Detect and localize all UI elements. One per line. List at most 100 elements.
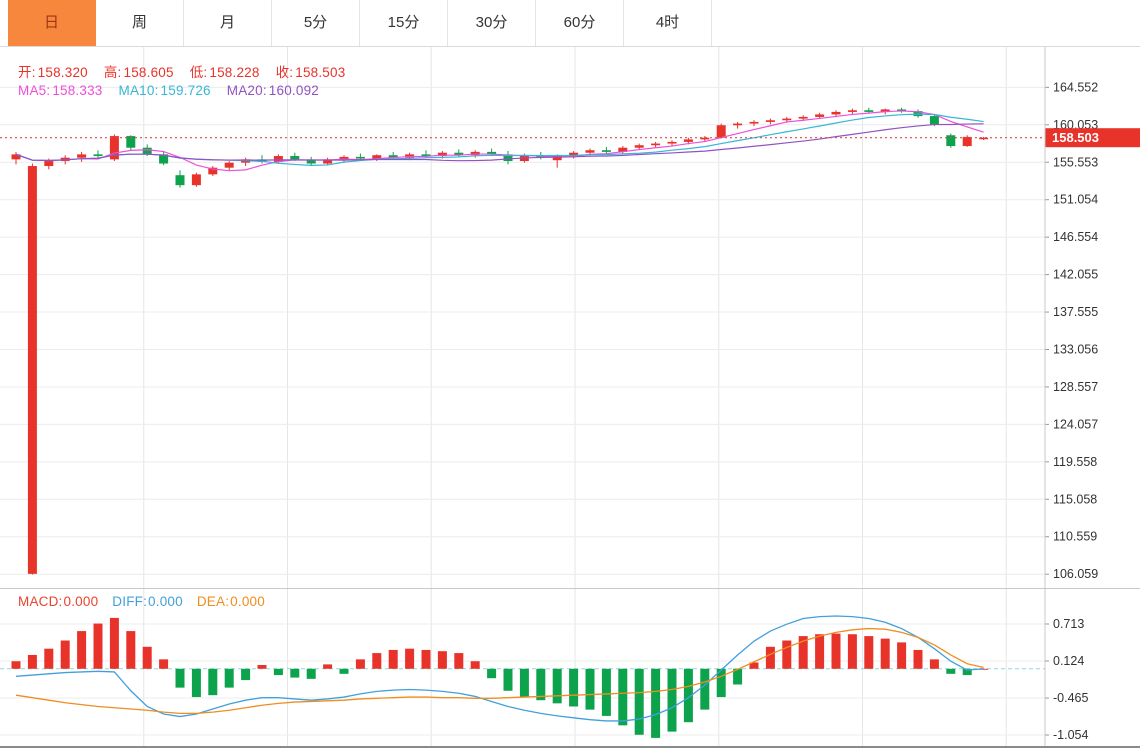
macd-bar — [339, 668, 349, 674]
candle-body — [618, 147, 628, 152]
macd-bar — [552, 668, 562, 704]
macd-axis-label: -0.465 — [1053, 691, 1088, 705]
open-value: 158.320 — [37, 65, 88, 80]
price-axis-label: 155.553 — [1053, 155, 1098, 169]
macd-bar — [470, 661, 480, 669]
ohlc-readout: 开: 158.320 高: 158.605 低: 158.228 收: 158.503 — [18, 61, 361, 81]
low-value: 158.228 — [209, 65, 260, 80]
high-value: 158.605 — [123, 65, 174, 80]
macd-bar — [733, 668, 743, 685]
macd-axis-label: -1.054 — [1053, 728, 1088, 742]
price-axis-label: 137.555 — [1053, 305, 1098, 319]
macd-bar — [487, 668, 497, 679]
macd-bar — [765, 646, 775, 669]
candle-body — [273, 156, 283, 162]
candle-body — [27, 166, 37, 574]
macd-bar — [60, 640, 70, 669]
candle-body — [323, 159, 333, 164]
candle-body — [355, 156, 365, 159]
candle-body — [815, 114, 825, 117]
candle-body — [929, 116, 939, 125]
candle-body — [847, 110, 857, 112]
candle-body — [782, 118, 792, 121]
candle-body — [651, 143, 661, 146]
tab-60min[interactable]: 60分 — [536, 0, 624, 46]
macd-bar — [585, 668, 595, 710]
macd-axis-label: 0.713 — [1053, 617, 1084, 631]
macd-bar — [241, 668, 251, 681]
candle-body — [388, 155, 398, 158]
candle-body — [454, 152, 464, 156]
macd-bar — [273, 668, 283, 676]
price-axis-label: 142.055 — [1053, 268, 1098, 282]
candle-body — [585, 150, 595, 153]
candle-body — [224, 162, 234, 168]
price-axis-label: 164.552 — [1053, 80, 1098, 94]
macd-bar — [208, 668, 218, 696]
macd-bar — [175, 668, 185, 688]
macd-label: MACD: — [18, 594, 63, 609]
dea-value: 0.000 — [230, 594, 265, 609]
diff-value: 0.000 — [148, 594, 183, 609]
diff-label: DIFF: — [112, 594, 148, 609]
candle-body — [11, 154, 21, 160]
low-label: 低: — [189, 65, 208, 80]
macd-bar — [536, 668, 546, 701]
tab-week[interactable]: 周 — [96, 0, 184, 46]
macd-bar — [11, 661, 21, 669]
candle-body — [339, 156, 349, 160]
candle-body — [437, 152, 447, 157]
macd-bar — [864, 636, 874, 669]
candle-body — [749, 121, 759, 124]
tab-4hour[interactable]: 4时 — [624, 0, 712, 46]
candle-body — [290, 156, 300, 160]
macd-bar — [142, 646, 152, 669]
tab-30min[interactable]: 30分 — [448, 0, 536, 46]
macd-value: 0.000 — [63, 594, 99, 609]
candle-body — [421, 154, 431, 157]
macd-bar — [323, 664, 333, 669]
price-axis-label: 146.554 — [1053, 230, 1098, 244]
macd-bar — [355, 659, 365, 669]
candle-body — [552, 156, 562, 161]
candle-body — [683, 139, 693, 142]
candle-body — [208, 167, 218, 175]
candle-body — [700, 137, 710, 140]
macd-bar — [77, 631, 87, 669]
macd-bar — [159, 659, 169, 669]
macd-bar — [437, 651, 447, 669]
candle-body — [503, 154, 513, 162]
candle-body — [109, 136, 119, 160]
ma-readout: MA5: 158.333 MA10: 159.726 MA20: 160.092 — [18, 83, 335, 98]
candle-body — [191, 174, 201, 186]
tab-month[interactable]: 月 — [184, 0, 272, 46]
price-axis-label: 124.057 — [1053, 417, 1098, 431]
candle-body — [175, 175, 185, 186]
price-axis-label: 128.557 — [1053, 380, 1098, 394]
macd-bar — [405, 648, 415, 669]
open-label: 开: — [18, 65, 36, 80]
candle-body — [733, 123, 743, 126]
candle-body — [634, 145, 644, 148]
candle-body — [372, 155, 382, 159]
macd-bar — [257, 665, 267, 669]
close-label: 收: — [275, 65, 294, 80]
macd-bar — [569, 668, 579, 707]
tab-day[interactable]: 日 — [8, 0, 96, 46]
timeframe-tabbar: 日 周 月 5分 15分 30分 60分 4时 — [0, 0, 1140, 47]
macd-bar — [700, 668, 710, 710]
macd-bar — [634, 668, 644, 735]
macd-bar — [749, 662, 759, 669]
macd-bar — [306, 668, 316, 679]
macd-bar — [126, 631, 136, 669]
last-price-badge-text: 158.503 — [1052, 130, 1099, 145]
candle-body — [306, 159, 316, 164]
tab-15min[interactable]: 15分 — [360, 0, 448, 46]
macd-bar — [372, 653, 382, 669]
candle-body — [487, 151, 497, 155]
diff-line — [15, 615, 984, 722]
macd-bar — [503, 668, 513, 691]
tab-5min[interactable]: 5分 — [272, 0, 360, 46]
